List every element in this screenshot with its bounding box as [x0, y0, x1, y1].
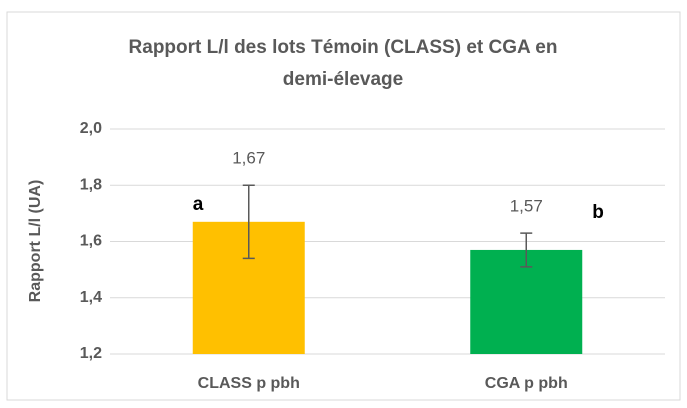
y-tick-label: 2,0 — [80, 120, 102, 137]
value-label: 1,67 — [232, 149, 265, 168]
y-axis-label: Rapport L/l (UA) — [27, 180, 44, 303]
x-tick-label: CGA p pbh — [485, 375, 568, 392]
y-tick-label: 1,8 — [80, 176, 102, 193]
y-tick-label: 1,2 — [80, 345, 102, 362]
annotation: b — [592, 202, 604, 223]
y-tick-label: 1,6 — [80, 233, 102, 250]
error-bar — [520, 232, 533, 268]
chart-title: Rapport L/l des lots Témoin (CLASS) et C… — [129, 37, 558, 58]
chart-subtitle: demi-élevage — [283, 69, 403, 90]
annotation: a — [193, 194, 204, 215]
y-tick-label: 1,4 — [80, 289, 102, 306]
x-tick-label: CLASS p pbh — [198, 375, 300, 392]
error-bar — [242, 184, 255, 260]
value-label: 1,57 — [510, 197, 543, 216]
